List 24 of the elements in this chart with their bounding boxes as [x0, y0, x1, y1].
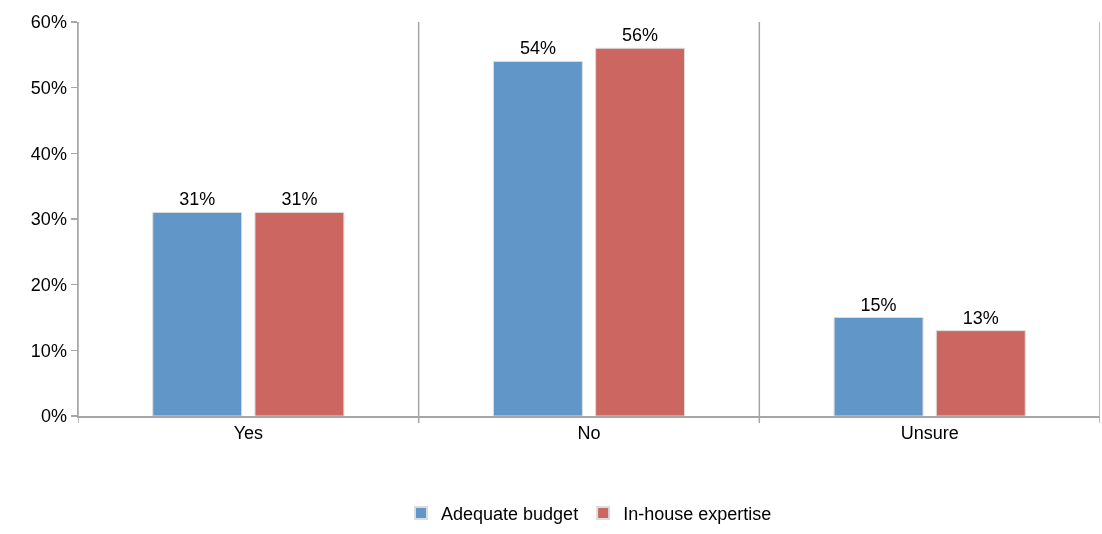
data-label: 13% — [962, 307, 999, 328]
bar — [152, 211, 243, 416]
x-tick-label: Yes — [233, 423, 264, 444]
legend-label: In-house expertise — [623, 504, 772, 525]
x-tick-label: No — [577, 423, 601, 444]
bar — [492, 60, 583, 416]
data-label: 15% — [860, 294, 897, 315]
y-tick-label: 20% — [30, 274, 67, 295]
bar — [935, 330, 1026, 416]
data-label: 54% — [519, 38, 556, 59]
y-tick-label: 30% — [30, 209, 67, 230]
y-tick-label: 50% — [30, 77, 67, 98]
bar — [833, 317, 924, 416]
y-tick-label: 60% — [30, 12, 67, 33]
data-label: 56% — [622, 25, 659, 46]
bar — [254, 211, 345, 416]
x-tick-label: Unsure — [900, 423, 959, 444]
data-label: 31% — [179, 189, 216, 210]
data-label: 31% — [281, 189, 318, 210]
y-tick-label: 40% — [30, 143, 67, 164]
legend-label: Adequate budget — [441, 504, 579, 525]
y-tick-label: 10% — [30, 340, 67, 361]
bar — [595, 47, 686, 416]
y-tick-label: 0% — [40, 406, 67, 427]
